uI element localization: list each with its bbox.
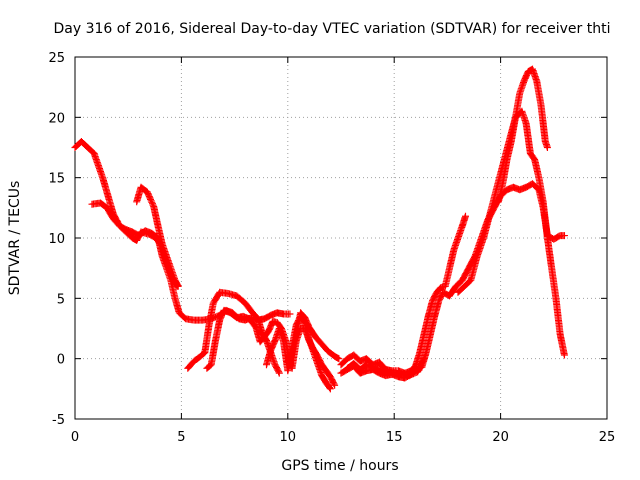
- x-tick-label: 25: [599, 430, 616, 445]
- series-track-3: [133, 183, 182, 290]
- series-track-10: [343, 355, 428, 380]
- y-tick-label: 10: [48, 232, 65, 247]
- x-tick-label: 20: [492, 430, 509, 445]
- y-tick-label: 20: [48, 111, 65, 126]
- data-series: [71, 65, 568, 393]
- y-tick-label: 15: [48, 172, 65, 187]
- y-tick-label: 5: [57, 292, 65, 307]
- chart-title: Day 316 of 2016, Sidereal Day-to-day VTE…: [54, 21, 611, 37]
- series-markers: [495, 65, 551, 206]
- series-markers: [133, 183, 182, 290]
- axis-ticks: 0 5 10 15 20 25 -5 0 5 10 15 20 25: [48, 51, 615, 445]
- x-axis-label: GPS time / hours: [281, 458, 398, 474]
- series-markers: [343, 355, 428, 380]
- series-track-7: [284, 312, 334, 393]
- y-axis-label: SDTVAR / TECUs: [7, 181, 23, 296]
- x-tick-label: 10: [280, 430, 297, 445]
- x-tick-label: 15: [386, 430, 403, 445]
- x-tick-label: 0: [71, 430, 79, 445]
- y-tick-label: 0: [57, 353, 65, 368]
- series-markers: [284, 312, 334, 393]
- x-tick-label: 5: [177, 430, 185, 445]
- y-tick-label: 25: [48, 51, 65, 66]
- series-track-12: [495, 65, 551, 206]
- y-tick-label: -5: [52, 413, 65, 428]
